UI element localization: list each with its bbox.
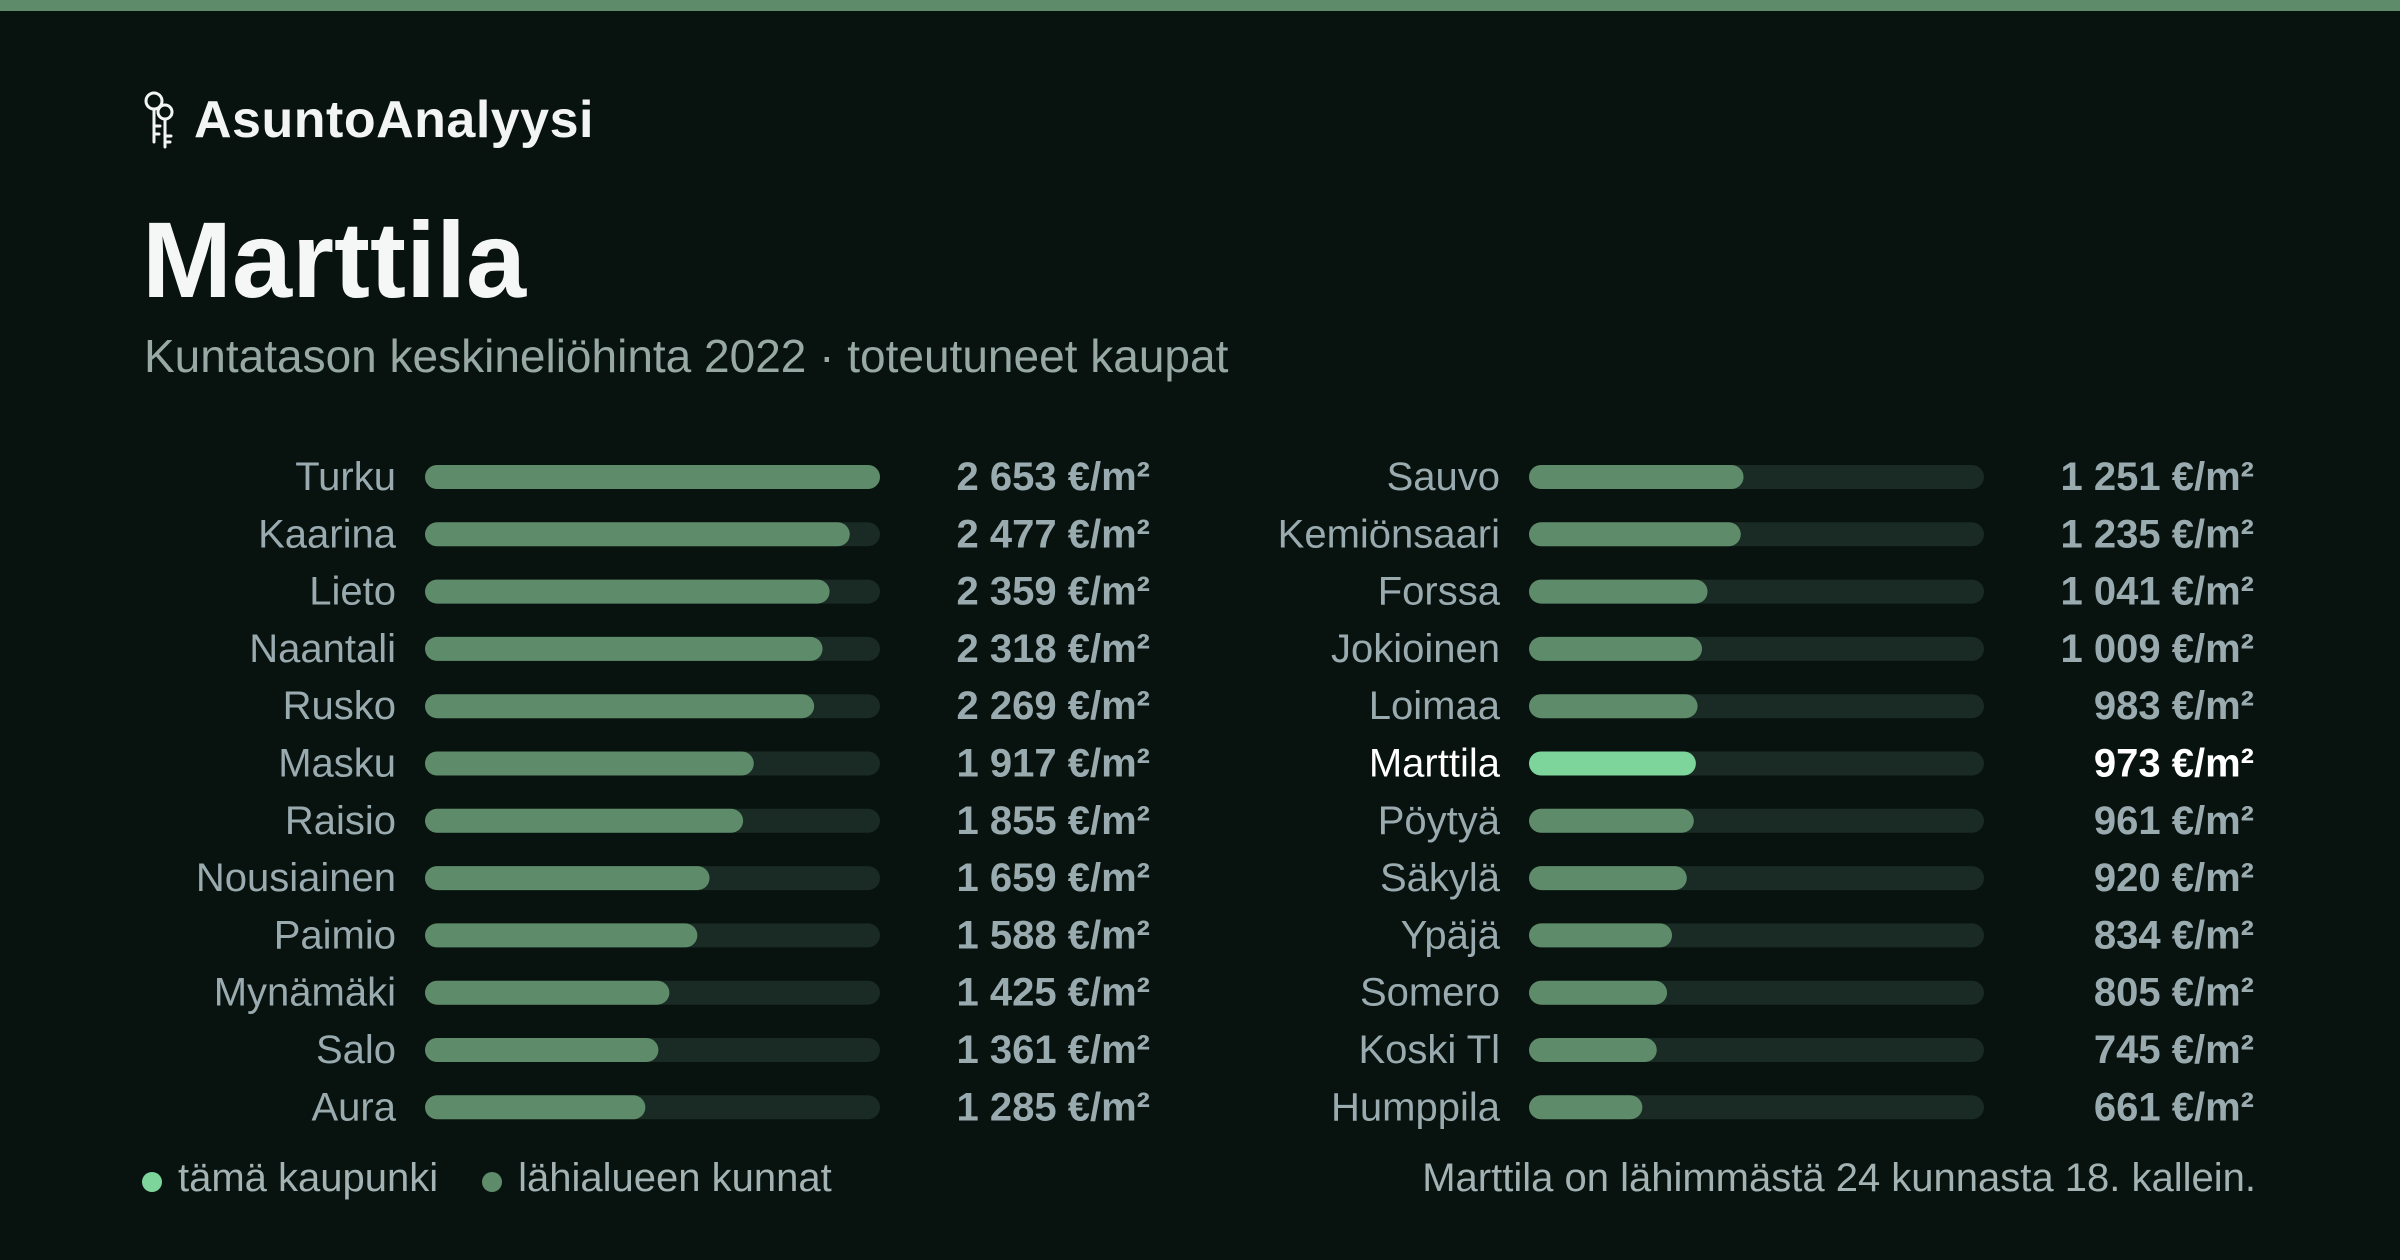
category-label-nousiainen: Nousiainen xyxy=(196,856,396,900)
bar-salo xyxy=(425,1038,659,1062)
value-label-raisio: 1 855 €/m² xyxy=(957,799,1150,843)
category-label-ypaja: Ypäjä xyxy=(1401,913,1501,957)
category-label-loimaa: Loimaa xyxy=(1369,684,1501,728)
value-label-nousiainen: 1 659 €/m² xyxy=(957,856,1150,900)
value-label-sakyla: 920 €/m² xyxy=(2094,856,2254,900)
category-label-turku: Turku xyxy=(295,455,396,499)
value-label-humppila: 661 €/m² xyxy=(2094,1085,2254,1129)
value-label-poytya: 961 €/m² xyxy=(2094,799,2254,843)
bar-koski-tl xyxy=(1529,1038,1657,1062)
value-label-kemionsaari: 1 235 €/m² xyxy=(2061,512,2254,556)
ranking-footnote: Marttila on lähimmästä 24 kunnasta 18. k… xyxy=(1422,1156,2256,1200)
value-label-masku: 1 917 €/m² xyxy=(957,742,1150,786)
bar-humppila xyxy=(1529,1095,1643,1120)
accent-strip xyxy=(0,0,2400,11)
bar-turku xyxy=(425,465,880,489)
legend-label-this-city: tämä kaupunki xyxy=(178,1155,439,1200)
value-label-mynamaki: 1 425 €/m² xyxy=(957,971,1150,1015)
category-label-sakyla: Säkylä xyxy=(1380,856,1501,900)
bar-loimaa xyxy=(1529,694,1698,719)
category-label-salo: Salo xyxy=(316,1028,396,1072)
category-label-masku: Masku xyxy=(278,742,396,786)
legend-dot-regular xyxy=(482,1172,503,1192)
value-label-somero: 805 €/m² xyxy=(2094,971,2254,1015)
bar-forssa xyxy=(1529,579,1708,604)
bar-naantali xyxy=(425,636,823,661)
legend: tämä kaupunki lähialueen kunnat xyxy=(142,1150,876,1206)
category-label-raisio: Raisio xyxy=(285,799,396,843)
legend-item-nearby: lähialueen kunnat xyxy=(482,1156,832,1201)
value-label-turku: 2 653 €/m² xyxy=(957,455,1150,499)
brand-name: AsuntoAnalyysi xyxy=(194,91,594,149)
bar-sakyla xyxy=(1529,866,1687,891)
category-label-poytya: Pöytyä xyxy=(1378,799,1501,843)
value-label-kaarina: 2 477 €/m² xyxy=(957,512,1150,556)
value-label-salo: 1 361 €/m² xyxy=(957,1028,1150,1072)
legend-dot-highlight xyxy=(142,1172,162,1192)
bar-nousiainen xyxy=(425,866,710,891)
category-label-kemionsaari: Kemiönsaari xyxy=(1278,512,1500,556)
bar-paimio xyxy=(425,923,698,948)
bar-kemionsaari xyxy=(1529,522,1741,547)
bar-mynamaki xyxy=(425,980,670,1005)
legend-item-this-city: tämä kaupunki xyxy=(142,1156,438,1201)
bar-rusko xyxy=(425,694,815,719)
brand: AsuntoAnalyysi xyxy=(140,88,594,152)
category-label-naantali: Naantali xyxy=(249,627,396,671)
value-label-koski-tl: 745 €/m² xyxy=(2094,1028,2254,1072)
value-label-lieto: 2 359 €/m² xyxy=(957,570,1150,614)
category-label-sauvo: Sauvo xyxy=(1387,455,1500,499)
page-title: Marttila xyxy=(142,199,527,320)
value-label-jokioinen: 1 009 €/m² xyxy=(2061,627,2254,671)
bar-somero xyxy=(1529,980,1668,1005)
bar-jokioinen xyxy=(1529,636,1703,661)
value-label-ypaja: 834 €/m² xyxy=(2094,913,2254,957)
value-label-loimaa: 983 €/m² xyxy=(2094,684,2254,728)
value-label-forssa: 1 041 €/m² xyxy=(2061,570,2254,614)
bar-sauvo xyxy=(1529,465,1744,489)
bar-kaarina xyxy=(425,522,850,547)
bar-ypaja xyxy=(1529,923,1673,948)
category-label-somero: Somero xyxy=(1360,971,1500,1015)
page-subtitle: Kuntatason keskineliöhinta 2022 · toteut… xyxy=(144,330,1229,382)
category-label-jokioinen: Jokioinen xyxy=(1331,627,1500,671)
bar-poytya xyxy=(1529,808,1694,833)
category-label-rusko: Rusko xyxy=(283,684,396,728)
category-label-paimio: Paimio xyxy=(274,913,396,957)
bar-masku xyxy=(425,751,754,776)
legend-label-nearby: lähialueen kunnat xyxy=(518,1155,832,1200)
bar-lieto xyxy=(425,579,830,604)
category-label-aura: Aura xyxy=(312,1085,397,1129)
category-label-mynamaki: Mynämäki xyxy=(214,971,396,1015)
value-label-naantali: 2 318 €/m² xyxy=(957,627,1150,671)
category-label-kaarina: Kaarina xyxy=(258,512,397,556)
category-label-humppila: Humppila xyxy=(1331,1085,1501,1129)
category-label-koski-tl: Koski Tl xyxy=(1358,1028,1500,1072)
value-label-aura: 1 285 €/m² xyxy=(957,1085,1150,1129)
bar-aura xyxy=(425,1095,646,1120)
value-label-paimio: 1 588 €/m² xyxy=(957,913,1150,957)
keys-icon xyxy=(144,91,174,149)
value-label-rusko: 2 269 €/m² xyxy=(957,684,1150,728)
category-label-forssa: Forssa xyxy=(1378,570,1501,614)
bar-raisio xyxy=(425,808,744,833)
category-label-marttila: Marttila xyxy=(1369,742,1501,786)
value-label-sauvo: 1 251 €/m² xyxy=(2061,455,2254,499)
bar-marttila xyxy=(1529,751,1696,776)
value-label-marttila: 973 €/m² xyxy=(2094,742,2254,786)
category-label-lieto: Lieto xyxy=(309,570,396,614)
bar-track-humppila xyxy=(1529,1095,1984,1120)
